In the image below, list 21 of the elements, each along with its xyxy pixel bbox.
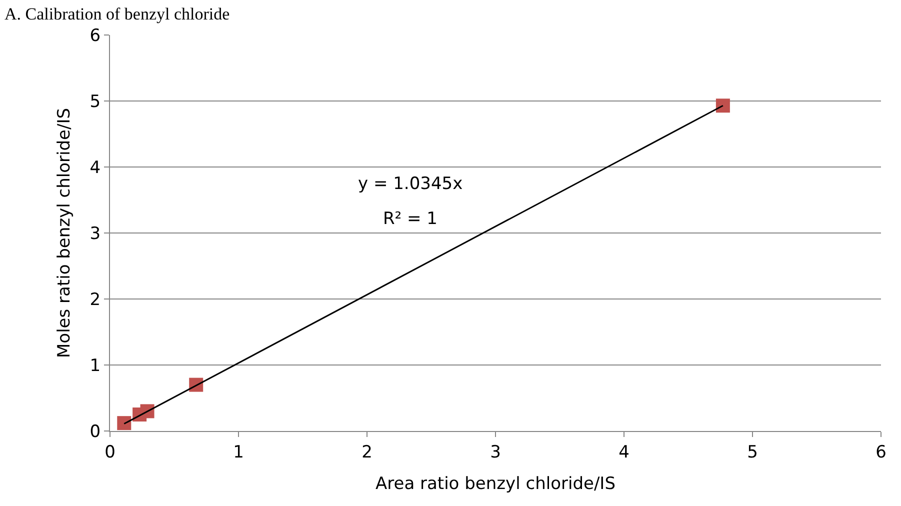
x-tick-label: 5 [747,442,758,462]
x-tick-label: 0 [104,442,116,462]
y-tick-label: 0 [90,422,101,442]
x-axis-title: Area ratio benzyl chloride/IS [375,474,616,494]
annotation: R² = 1 [383,209,438,229]
x-tick-label: 6 [876,442,886,462]
x-tick-label: 3 [490,442,501,462]
x-tick-label: 2 [362,442,372,462]
annotation: y = 1.0345x [358,174,463,194]
point [117,416,132,430]
y-tick-label: 6 [90,26,101,46]
x-tick-label: 1 [233,442,244,462]
y-tick-label: 5 [90,92,101,112]
y-tick-label: 1 [90,356,101,376]
x-tick-label: 4 [618,442,630,462]
y-tick-label: 4 [90,158,101,178]
y-tick-label: 3 [90,224,101,244]
y-tick-label: 2 [90,290,101,310]
point [716,98,730,113]
chart-title: A. Calibration of benzyl chloride [4,4,230,24]
y-axis-title: Moles ratio benzyl chloride/IS [54,108,74,358]
